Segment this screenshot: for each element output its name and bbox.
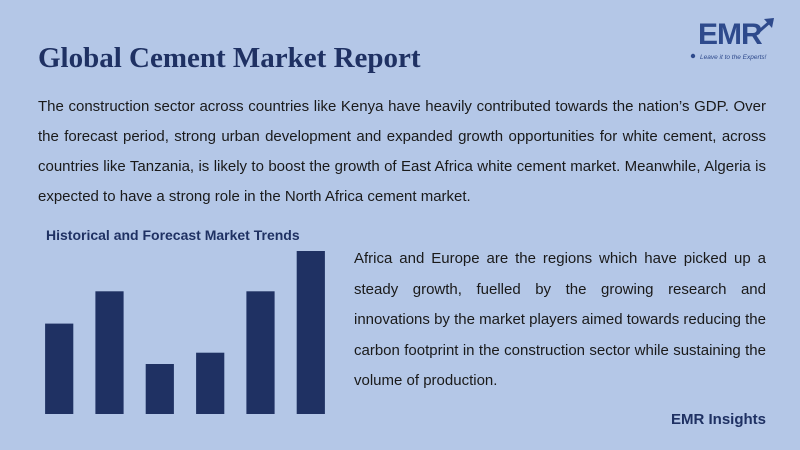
chart-bar-2 (95, 291, 124, 414)
emr-logo: EMR Leave it to the Experts! (688, 14, 784, 70)
chart-bar-3 (145, 364, 174, 414)
logo-name: EMR (698, 18, 763, 51)
page-title: Global Cement Market Report (38, 42, 421, 74)
market-trends-bar-chart (45, 251, 325, 414)
chart-bar-6 (296, 251, 325, 414)
chart-title: Historical and Forecast Market Trends (46, 227, 300, 243)
side-paragraph: Africa and Europe are the regions which … (354, 250, 766, 389)
intro-paragraph: The construction sector across countries… (38, 98, 766, 205)
chart-bar-1 (45, 323, 74, 414)
footer-brand: EMR Insights (670, 411, 766, 428)
logo-tagline: Leave it to the Experts! (700, 54, 767, 61)
chart-bar-5 (246, 291, 275, 414)
chart-bar-4 (196, 352, 225, 414)
upward-arrow-icon (690, 18, 774, 59)
